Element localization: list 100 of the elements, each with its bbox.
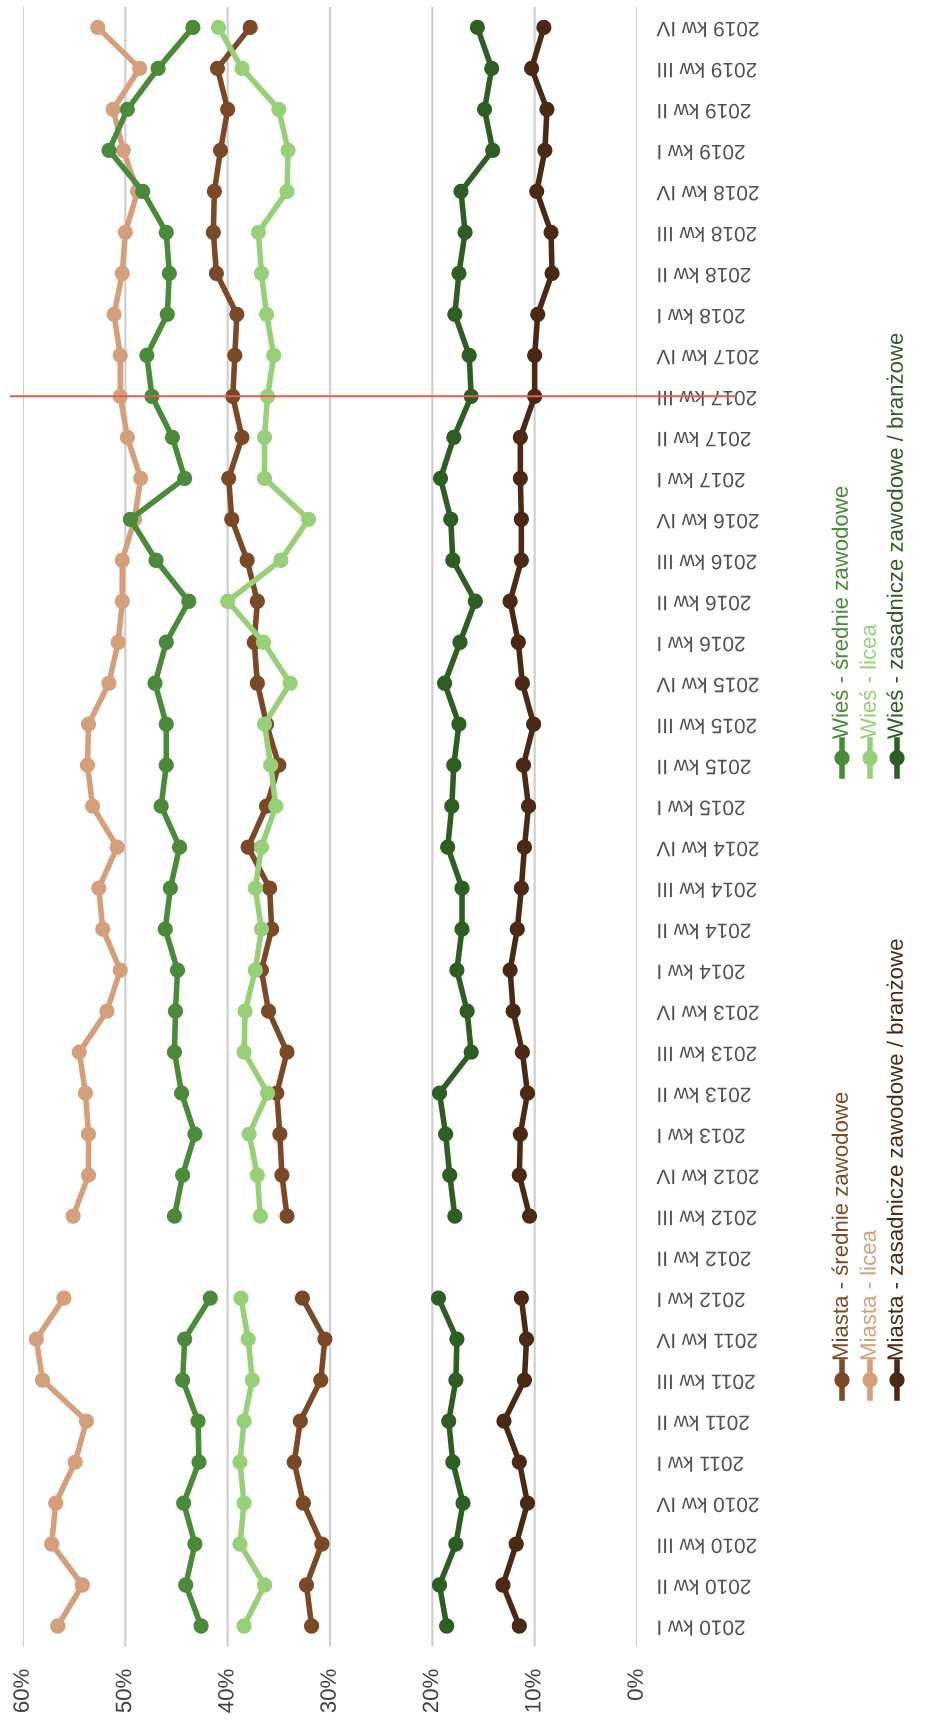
x-tick-label: 40% bbox=[217, 1669, 234, 1713]
y-tick-label: 2011 kw I bbox=[658, 1456, 744, 1472]
point bbox=[148, 552, 164, 568]
x-tick-label: 10% bbox=[524, 1669, 541, 1712]
point bbox=[447, 306, 463, 322]
point bbox=[169, 962, 186, 978]
point bbox=[430, 1290, 447, 1306]
y-tick-label: 2018 kw I bbox=[658, 308, 745, 325]
y-tick-label: 2012 kw IV bbox=[656, 1169, 759, 1185]
y-tick-label: 2019 kw III bbox=[658, 62, 757, 79]
point bbox=[95, 921, 111, 937]
y-tick-label: 2012 kw I bbox=[658, 1292, 745, 1308]
point bbox=[454, 880, 470, 896]
point bbox=[80, 716, 97, 732]
point bbox=[303, 1618, 320, 1634]
point bbox=[173, 1085, 190, 1101]
y-tick-label: 2013 kw II bbox=[658, 1087, 751, 1103]
point bbox=[432, 470, 449, 486]
y-tick-label: 2012 kw III bbox=[658, 1210, 757, 1226]
point bbox=[457, 224, 473, 240]
point bbox=[91, 880, 107, 896]
point bbox=[175, 1372, 191, 1388]
y-tick-label: 2015 kw IV bbox=[656, 677, 759, 693]
point bbox=[171, 839, 188, 855]
point bbox=[34, 1372, 51, 1388]
point bbox=[56, 1290, 72, 1306]
x-tick-label: 30% bbox=[320, 1669, 336, 1713]
point bbox=[514, 1044, 531, 1060]
point bbox=[455, 1495, 471, 1511]
point bbox=[240, 1331, 256, 1347]
point bbox=[28, 1331, 44, 1347]
y-tick-label: 2016 kw III bbox=[658, 554, 757, 570]
x-tick-label: 0% bbox=[627, 1669, 643, 1700]
point bbox=[509, 921, 525, 937]
point bbox=[495, 1577, 511, 1593]
point bbox=[523, 60, 540, 77]
point bbox=[209, 60, 226, 77]
y-tick-label: 2011 kw II bbox=[658, 1415, 749, 1431]
point bbox=[208, 265, 225, 281]
point bbox=[511, 1454, 527, 1470]
point bbox=[177, 1331, 193, 1347]
point bbox=[449, 1331, 465, 1347]
point bbox=[117, 224, 133, 240]
point bbox=[161, 265, 177, 281]
point bbox=[232, 1536, 248, 1552]
point bbox=[502, 962, 518, 978]
y-tick-label: 2013 kw IV bbox=[656, 1005, 759, 1021]
point bbox=[176, 1495, 192, 1511]
y-tick-label: 2015 kw II bbox=[658, 759, 751, 775]
point bbox=[272, 1126, 288, 1142]
point bbox=[286, 1454, 302, 1470]
point bbox=[166, 1044, 183, 1060]
point bbox=[212, 142, 229, 158]
point bbox=[544, 265, 560, 281]
point bbox=[271, 101, 287, 118]
point bbox=[442, 1167, 458, 1183]
point bbox=[44, 1536, 60, 1552]
point bbox=[157, 921, 173, 937]
point bbox=[279, 183, 295, 199]
y-tick-label: 2018 kw IV bbox=[656, 185, 759, 202]
y-tick-label: 2018 kw II bbox=[658, 267, 751, 284]
y-tick-label: 2016 kw IV bbox=[656, 513, 759, 529]
point bbox=[166, 1208, 183, 1224]
y-tick-label: 2013 kw I bbox=[658, 1128, 745, 1144]
point bbox=[317, 1331, 333, 1347]
point bbox=[221, 470, 237, 486]
point bbox=[187, 1126, 203, 1142]
point bbox=[114, 265, 130, 281]
point bbox=[139, 347, 155, 363]
point bbox=[106, 306, 122, 322]
text: Wieś - średnie zawodowe bbox=[831, 486, 848, 739]
point bbox=[469, 19, 485, 36]
point bbox=[105, 101, 121, 118]
point bbox=[249, 675, 265, 691]
point bbox=[512, 1126, 528, 1142]
y-tick-label: 2019 kw I bbox=[658, 144, 745, 161]
point bbox=[109, 839, 125, 855]
x-tick-label: 60% bbox=[13, 1669, 29, 1713]
point bbox=[513, 880, 530, 896]
point bbox=[229, 306, 245, 322]
point bbox=[513, 552, 530, 568]
point bbox=[253, 265, 270, 281]
y-tick-label: 2010 kw III bbox=[658, 1538, 757, 1554]
point bbox=[220, 101, 236, 118]
text: Wieś - zasadnicze zawodowe / branżowe bbox=[886, 333, 903, 739]
point bbox=[99, 1003, 115, 1019]
point bbox=[135, 183, 151, 199]
point bbox=[527, 347, 543, 363]
point bbox=[256, 470, 273, 486]
text: Miasta - licea bbox=[859, 1230, 876, 1360]
point bbox=[520, 798, 537, 814]
point bbox=[453, 183, 469, 199]
y-tick-label: 2016 kw I bbox=[658, 636, 745, 652]
point bbox=[256, 429, 273, 445]
point bbox=[274, 1167, 290, 1183]
point bbox=[65, 1208, 81, 1224]
y-tick-label: 2014 kw I bbox=[658, 964, 745, 980]
point bbox=[249, 1167, 265, 1183]
point bbox=[266, 347, 282, 363]
point bbox=[224, 511, 240, 527]
